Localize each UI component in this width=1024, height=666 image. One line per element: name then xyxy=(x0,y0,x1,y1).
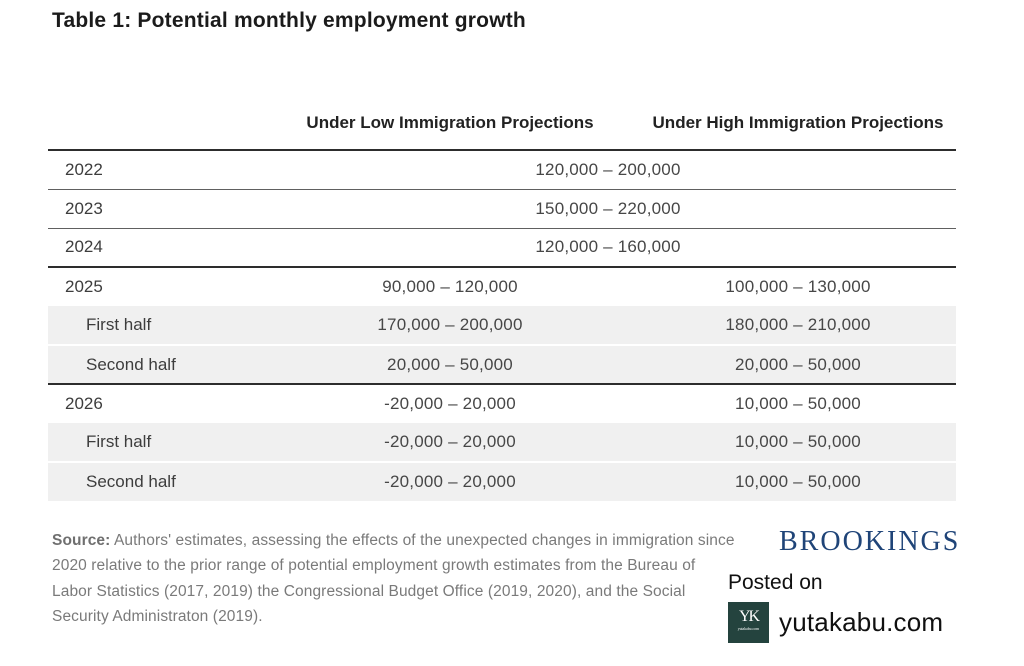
year-cell: 2023 xyxy=(65,198,103,218)
yk-monogram: YK xyxy=(738,608,760,625)
watermark-site-row: YK yutakabu.com yutakabu.com xyxy=(728,602,943,643)
table-row-2025-first-half: First half 170,000 – 200,000 180,000 – 2… xyxy=(48,306,956,345)
value-cell-high: 10,000 – 50,000 xyxy=(735,472,861,491)
source-text: Authors' estimates, assessing the effect… xyxy=(52,532,735,625)
value-cell-low: 170,000 – 200,000 xyxy=(377,315,523,334)
brookings-logo: BROOKINGS xyxy=(779,526,961,557)
year-cell: 2026 xyxy=(65,394,103,413)
value-cell-low: 90,000 – 120,000 xyxy=(382,277,518,296)
value-cell-low: -20,000 – 20,000 xyxy=(384,432,516,451)
table-row-2024: 2024 120,000 – 160,000 xyxy=(48,228,956,267)
table-row-2026-second-half: Second half -20,000 – 20,000 10,000 – 50… xyxy=(48,462,956,501)
page-title: Table 1: Potential monthly employment gr… xyxy=(52,9,526,32)
table-row-2022: 2022 120,000 – 200,000 xyxy=(48,150,956,189)
subperiod-cell: First half xyxy=(86,315,152,334)
value-cell-high: 100,000 – 130,000 xyxy=(725,277,871,296)
value-cell-low: 20,000 – 50,000 xyxy=(387,354,513,374)
table-row-2025: 2025 90,000 – 120,000 100,000 – 130,000 xyxy=(48,267,956,306)
table-row-2026-first-half: First half -20,000 – 20,000 10,000 – 50,… xyxy=(48,423,956,462)
value-cell-low: -20,000 – 20,000 xyxy=(384,394,516,413)
employment-growth-table: Under Low Immigration Projections Under … xyxy=(48,64,956,501)
table-row-2025-second-half: Second half 20,000 – 50,000 20,000 – 50,… xyxy=(48,345,956,384)
year-cell: 2024 xyxy=(65,237,103,257)
value-cell-high: 10,000 – 50,000 xyxy=(735,432,861,451)
value-cell-merged: 120,000 – 200,000 xyxy=(535,159,681,179)
year-cell: 2025 xyxy=(65,277,103,296)
value-cell-merged: 120,000 – 160,000 xyxy=(535,237,681,257)
posted-on-label: Posted on xyxy=(728,571,823,594)
subperiod-cell: First half xyxy=(86,432,152,451)
column-header-low: Under Low Immigration Projections xyxy=(306,113,594,133)
value-cell-high: 10,000 – 50,000 xyxy=(735,394,861,413)
column-header-blank xyxy=(48,64,260,150)
column-header-high: Under High Immigration Projections xyxy=(652,113,944,133)
table-row-2026: 2026 -20,000 – 20,000 10,000 – 50,000 xyxy=(48,384,956,423)
yk-icon-caption: yutakabu.com xyxy=(737,626,760,631)
value-cell-low: -20,000 – 20,000 xyxy=(384,472,516,491)
value-cell-high: 20,000 – 50,000 xyxy=(735,354,861,374)
site-name: yutakabu.com xyxy=(779,607,944,637)
table-header-row: Under Low Immigration Projections Under … xyxy=(48,64,956,150)
subperiod-cell: Second half xyxy=(86,354,176,374)
value-cell-high: 180,000 – 210,000 xyxy=(725,315,871,334)
source-label: Source: xyxy=(52,532,111,549)
year-cell: 2022 xyxy=(65,159,103,179)
source-note: Source: Authors' estimates, assessing th… xyxy=(52,528,736,629)
yutakabu-logo-icon: YK yutakabu.com xyxy=(728,602,769,643)
subperiod-cell: Second half xyxy=(86,472,176,491)
value-cell-merged: 150,000 – 220,000 xyxy=(535,198,681,218)
table-row-2023: 2023 150,000 – 220,000 xyxy=(48,189,956,228)
